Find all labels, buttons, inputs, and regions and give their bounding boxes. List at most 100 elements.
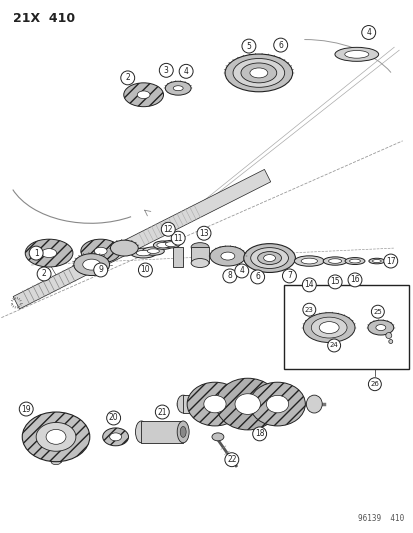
- Circle shape: [361, 26, 375, 39]
- Circle shape: [93, 263, 107, 277]
- Circle shape: [370, 305, 383, 318]
- Circle shape: [171, 231, 185, 245]
- Circle shape: [368, 378, 380, 391]
- Circle shape: [347, 273, 361, 287]
- Ellipse shape: [51, 459, 61, 465]
- Circle shape: [302, 303, 315, 316]
- Ellipse shape: [216, 378, 279, 430]
- Ellipse shape: [36, 423, 76, 451]
- Ellipse shape: [225, 54, 292, 92]
- Ellipse shape: [294, 256, 323, 266]
- Circle shape: [224, 453, 238, 467]
- Ellipse shape: [162, 240, 180, 248]
- Text: 17: 17: [385, 256, 394, 265]
- Ellipse shape: [165, 241, 177, 247]
- Circle shape: [121, 71, 134, 85]
- Ellipse shape: [136, 251, 150, 256]
- Circle shape: [138, 263, 152, 277]
- Ellipse shape: [123, 83, 163, 107]
- Ellipse shape: [263, 255, 275, 262]
- Ellipse shape: [187, 382, 242, 426]
- Ellipse shape: [191, 243, 209, 252]
- Ellipse shape: [328, 259, 341, 263]
- Text: 12: 12: [163, 225, 173, 234]
- Text: 21X  410: 21X 410: [13, 12, 75, 25]
- Circle shape: [234, 264, 248, 278]
- Ellipse shape: [41, 248, 57, 257]
- Ellipse shape: [142, 247, 164, 255]
- Ellipse shape: [300, 258, 317, 264]
- Ellipse shape: [250, 248, 288, 269]
- Ellipse shape: [233, 59, 284, 87]
- Ellipse shape: [334, 47, 378, 61]
- Bar: [173, 247, 183, 267]
- Text: 1: 1: [34, 248, 38, 257]
- Ellipse shape: [83, 259, 100, 270]
- Ellipse shape: [257, 252, 281, 264]
- Circle shape: [241, 39, 255, 53]
- Text: 4: 4: [239, 266, 244, 276]
- Text: 23: 23: [304, 306, 313, 313]
- Ellipse shape: [323, 257, 346, 265]
- Circle shape: [37, 267, 51, 281]
- Text: 14: 14: [304, 280, 313, 289]
- Ellipse shape: [46, 430, 66, 445]
- Ellipse shape: [94, 247, 107, 255]
- Ellipse shape: [249, 382, 305, 426]
- Text: 11: 11: [173, 233, 183, 243]
- Text: 6: 6: [254, 272, 259, 281]
- Ellipse shape: [243, 244, 295, 272]
- Text: 24: 24: [329, 343, 338, 349]
- Ellipse shape: [311, 317, 346, 338]
- Ellipse shape: [22, 412, 90, 462]
- Ellipse shape: [102, 428, 128, 446]
- Ellipse shape: [165, 81, 191, 95]
- Circle shape: [19, 402, 33, 416]
- Ellipse shape: [211, 433, 223, 441]
- Bar: [51, 447, 61, 462]
- Circle shape: [273, 38, 287, 52]
- Ellipse shape: [137, 91, 150, 99]
- Ellipse shape: [372, 260, 380, 263]
- Text: 8: 8: [227, 271, 232, 280]
- Ellipse shape: [203, 395, 225, 413]
- Text: 6: 6: [278, 41, 282, 50]
- Text: 96139  410: 96139 410: [358, 514, 404, 523]
- Bar: [284, 285, 408, 369]
- Text: 21: 21: [157, 408, 167, 416]
- Ellipse shape: [209, 246, 245, 266]
- Ellipse shape: [306, 395, 321, 413]
- Ellipse shape: [303, 313, 354, 343]
- Ellipse shape: [177, 421, 189, 443]
- Bar: [191, 247, 209, 263]
- Ellipse shape: [130, 248, 156, 258]
- Ellipse shape: [318, 321, 338, 334]
- Text: 16: 16: [349, 276, 359, 285]
- Text: 15: 15: [330, 277, 339, 286]
- Polygon shape: [13, 169, 270, 309]
- Text: 18: 18: [254, 430, 264, 438]
- Text: 10: 10: [140, 265, 150, 274]
- Circle shape: [282, 269, 296, 283]
- Ellipse shape: [349, 259, 360, 263]
- Circle shape: [29, 246, 43, 260]
- Text: 19: 19: [21, 405, 31, 414]
- Ellipse shape: [135, 421, 147, 443]
- Circle shape: [161, 222, 175, 236]
- Circle shape: [385, 333, 391, 338]
- Ellipse shape: [375, 325, 385, 330]
- Ellipse shape: [25, 239, 73, 267]
- Circle shape: [222, 269, 236, 283]
- Text: 9: 9: [98, 265, 103, 274]
- Text: 4: 4: [366, 28, 370, 37]
- Ellipse shape: [147, 249, 159, 253]
- Circle shape: [250, 270, 264, 284]
- Ellipse shape: [173, 86, 183, 91]
- Circle shape: [107, 411, 120, 425]
- Circle shape: [197, 227, 211, 240]
- Text: 13: 13: [199, 229, 208, 238]
- Ellipse shape: [81, 239, 120, 263]
- Ellipse shape: [249, 68, 267, 78]
- Ellipse shape: [157, 243, 169, 248]
- Ellipse shape: [235, 394, 260, 414]
